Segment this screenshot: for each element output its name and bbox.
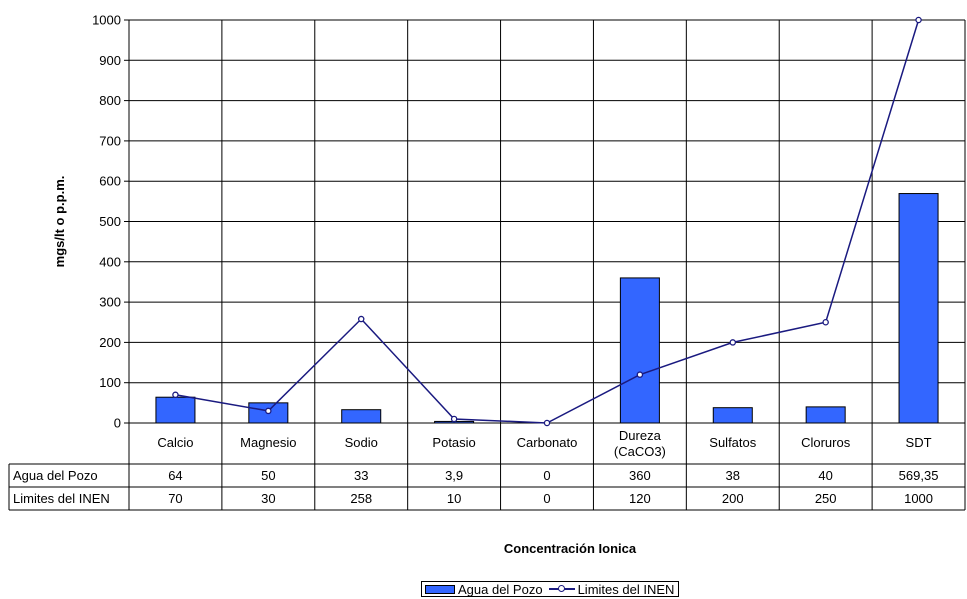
legend-label-inen: Limites del INEN [577, 581, 675, 597]
category-label: Calcio [157, 435, 193, 450]
category-label: Sodio [345, 435, 378, 450]
table-row-header: Limites del INEN [13, 491, 110, 506]
y-tick-label: 300 [99, 295, 121, 310]
table-row-header: Agua del Pozo [13, 468, 98, 483]
bar-agua-del-pozo [619, 277, 660, 424]
category-label: Sulfatos [709, 435, 756, 450]
table-cell: 258 [350, 491, 372, 506]
y-tick-label: 700 [99, 133, 121, 148]
table-cell: 33 [354, 468, 368, 483]
y-tick-label: 600 [99, 174, 121, 189]
category-label: Carbonato [517, 435, 578, 450]
x-axis-label: Concentración Ionica [503, 541, 637, 556]
bar-agua-del-pozo [341, 409, 382, 424]
legend: Agua del Pozo Limites del INEN [421, 581, 680, 597]
point-limites-del-inen [357, 315, 365, 323]
y-tick-label: 200 [99, 335, 121, 350]
bar-agua-del-pozo [155, 396, 196, 424]
table-cell: 360 [629, 468, 651, 483]
category-label: Cloruros [801, 435, 851, 450]
table-cell: 120 [629, 491, 651, 506]
category-label: Dureza [619, 428, 662, 443]
table-cell: 30 [261, 491, 275, 506]
y-tick-label: 800 [99, 93, 121, 108]
point-limites-del-inen [450, 415, 458, 423]
table-cell: 1000 [904, 491, 933, 506]
bar-agua-del-pozo [712, 407, 753, 424]
table-cell: 569,35 [899, 468, 939, 483]
legend-bar-swatch [425, 584, 455, 594]
table-cell: 70 [168, 491, 182, 506]
y-tick-label: 1000 [92, 13, 121, 28]
legend-item-inen: Limites del INEN [543, 581, 675, 597]
point-limites-del-inen [915, 16, 922, 24]
table-cell: 50 [261, 468, 275, 483]
legend-item-agua: Agua del Pozo [425, 582, 543, 597]
legend-label-agua: Agua del Pozo [458, 581, 543, 597]
category-label: Magnesio [240, 435, 296, 450]
point-limites-del-inen [636, 371, 644, 378]
point-limites-del-inen [729, 339, 737, 346]
y-tick-label: 100 [99, 375, 121, 390]
y-axis-label: mgs/lt o p.p.m. [52, 176, 67, 268]
table-cell: 250 [815, 491, 837, 506]
table-cell: 38 [726, 468, 740, 483]
y-tick-label: 0 [114, 416, 121, 431]
point-limites-del-inen [265, 407, 272, 415]
legend-line-swatch [548, 584, 575, 594]
table-cell: 0 [543, 468, 550, 483]
point-limites-del-inen [822, 318, 829, 326]
y-tick-label: 900 [99, 53, 121, 68]
category-label: (CaCO3) [614, 444, 666, 459]
category-label: Potasio [432, 435, 475, 450]
table-cell: 0 [543, 491, 550, 506]
bar-agua-del-pozo [898, 193, 939, 424]
y-tick-label: 500 [99, 214, 121, 229]
bar-agua-del-pozo [805, 406, 846, 424]
category-label: SDT [906, 435, 932, 450]
table-cell: 64 [168, 468, 182, 483]
table-cell: 10 [447, 491, 461, 506]
y-tick-label: 400 [99, 254, 121, 269]
table-cell: 3,9 [445, 468, 463, 483]
table-cell: 200 [722, 491, 744, 506]
table-cell: 40 [818, 468, 832, 483]
point-limites-del-inen [172, 391, 179, 399]
point-limites-del-inen [543, 419, 551, 427]
